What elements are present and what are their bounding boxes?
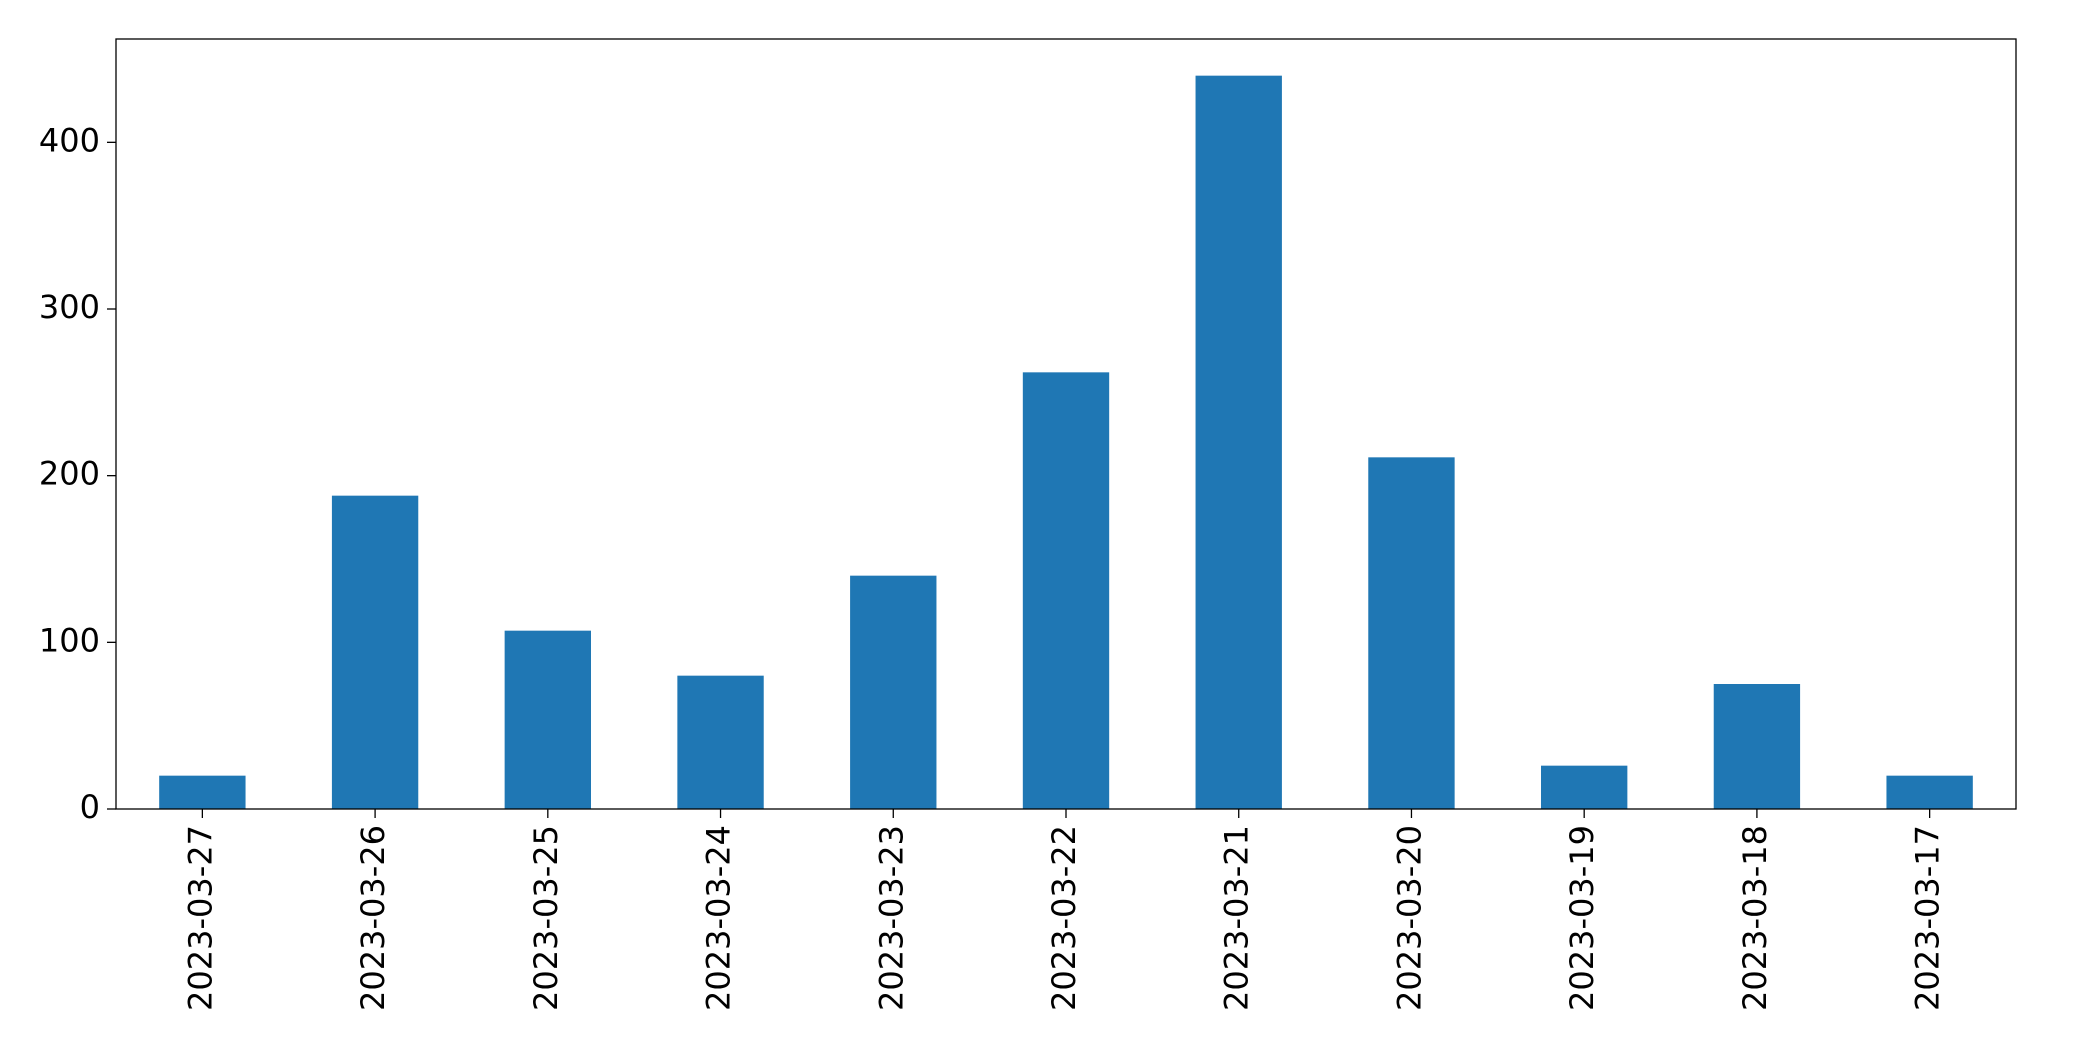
bar [1541,765,1628,809]
x-tick-label: 2023-03-26 [354,825,392,1011]
x-tick-label: 2023-03-24 [700,825,738,1011]
x-tick-label: 2023-03-17 [1909,825,1947,1011]
plot-frame [115,38,2017,810]
y-tick-label: 100 [39,621,100,659]
bar [1886,775,1973,809]
x-tick-label: 2023-03-18 [1736,825,1774,1011]
bar [677,675,764,809]
x-tick-label: 2023-03-21 [1218,825,1256,1011]
bar [504,630,591,809]
y-tick-label: 200 [39,455,100,493]
x-tick-label: 2023-03-27 [181,825,219,1011]
y-tick-label: 400 [39,121,100,159]
x-tick-label: 2023-03-22 [1045,825,1083,1011]
x-tick-label: 2023-03-25 [527,825,565,1011]
bar [1022,372,1110,809]
bar [159,775,246,809]
bar [1368,457,1455,809]
bar [1713,684,1801,809]
y-tick-label: 0 [80,788,100,826]
x-tick-label: 2023-03-20 [1390,825,1428,1011]
bar [331,495,419,809]
bar [850,575,937,809]
x-tick-label: 2023-03-19 [1563,825,1601,1011]
bar [1195,75,1282,809]
y-tick-label: 300 [39,288,100,326]
x-tick-label: 2023-03-23 [872,825,910,1011]
